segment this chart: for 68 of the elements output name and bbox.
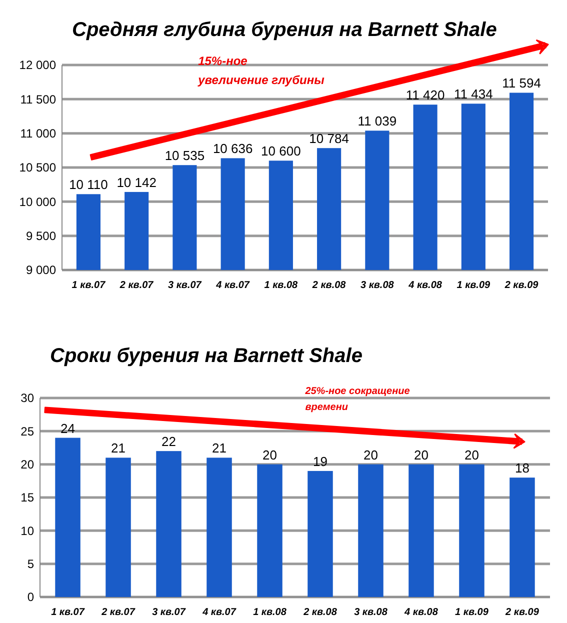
annotation: 25%-ное сокращение времени (304, 386, 410, 414)
y-tick-label: 20 (20, 458, 34, 472)
x-tick-label: 4 кв.08 (408, 280, 442, 291)
y-tick-label: 0 (27, 590, 34, 604)
x-tick-label: 3 кв.08 (354, 607, 388, 618)
y-tick-label: 9 000 (26, 263, 56, 278)
data-label: 11 420 (406, 88, 445, 103)
data-label: 18 (514, 460, 530, 476)
x-tick-label: 1 кв.08 (264, 280, 298, 291)
x-tick-label: 2 кв.09 (504, 280, 539, 291)
data-label: 20 (262, 447, 277, 462)
bar (459, 464, 484, 597)
data-label: 19 (313, 454, 328, 469)
bar (156, 451, 182, 597)
data-label: 10 784 (309, 131, 349, 146)
x-tick-label: 1 кв.09 (456, 280, 491, 291)
bar (55, 438, 80, 597)
y-tick-label: 11 500 (20, 92, 56, 106)
data-label: 22 (162, 434, 176, 450)
y-tick-label: 30 (20, 391, 34, 406)
y-tick-label: 12 000 (19, 58, 56, 72)
x-tick-label: 2 кв.07 (118, 280, 154, 291)
y-tick-label: 15 (20, 490, 34, 505)
x-tick-label: 1 кв.09 (455, 607, 489, 618)
bar (106, 458, 131, 597)
x-tick-label: 1 кв.07 (51, 607, 85, 618)
x-tick-label: 2 кв.09 (504, 607, 540, 618)
y-tick-label: 10 000 (19, 194, 56, 209)
bar (408, 464, 434, 597)
data-label: 10 636 (212, 141, 253, 156)
y-tick-label: 10 500 (19, 160, 56, 175)
x-tick-label: 3 кв.08 (360, 280, 394, 291)
bar (308, 470, 333, 597)
y-tick-label: 9 500 (26, 229, 56, 244)
y-tick-label: 5 (27, 557, 34, 572)
bar (358, 464, 384, 597)
x-tick-label: 2 кв.07 (100, 607, 136, 618)
data-label: 11 039 (358, 114, 397, 129)
bar (510, 478, 535, 597)
data-label: 11 434 (454, 86, 493, 102)
data-label: 10 535 (164, 148, 205, 164)
x-tick-label: 3 кв.07 (168, 280, 202, 291)
data-label: 20 (364, 447, 378, 462)
bar (206, 458, 232, 597)
data-label: 10 142 (116, 174, 156, 190)
x-tick-label: 4 кв.07 (202, 607, 236, 618)
bar (257, 464, 282, 597)
data-label: 21 (111, 440, 126, 456)
x-tick-label: 1 кв.07 (72, 280, 106, 291)
x-tick-label: 4 кв.08 (404, 607, 438, 618)
y-tick-label: 11 000 (20, 126, 56, 141)
data-label: 20 (464, 447, 479, 462)
annotation: 15%-ное увеличение глубины (197, 54, 326, 88)
x-tick-label: 2 кв.08 (302, 607, 338, 618)
data-label: 11 594 (502, 76, 541, 91)
data-label: 10 600 (261, 144, 301, 159)
x-tick-label: 4 кв.07 (215, 280, 250, 291)
data-label: 21 (212, 440, 226, 456)
chart-title: Средняя глубина бурения на Barnett Shale (72, 19, 497, 41)
x-tick-label: 3 кв.07 (152, 607, 186, 618)
x-tick-label: 1 кв.08 (253, 607, 287, 618)
data-label: 20 (414, 447, 428, 462)
x-tick-label: 2 кв.08 (311, 280, 346, 291)
data-label: 24 (60, 420, 76, 436)
chart-title: Сроки бурения на Barnett Shale (50, 345, 362, 367)
y-tick-label: 25 (20, 424, 34, 438)
y-tick-label: 10 (20, 524, 34, 538)
data-label: 10 110 (69, 177, 108, 192)
